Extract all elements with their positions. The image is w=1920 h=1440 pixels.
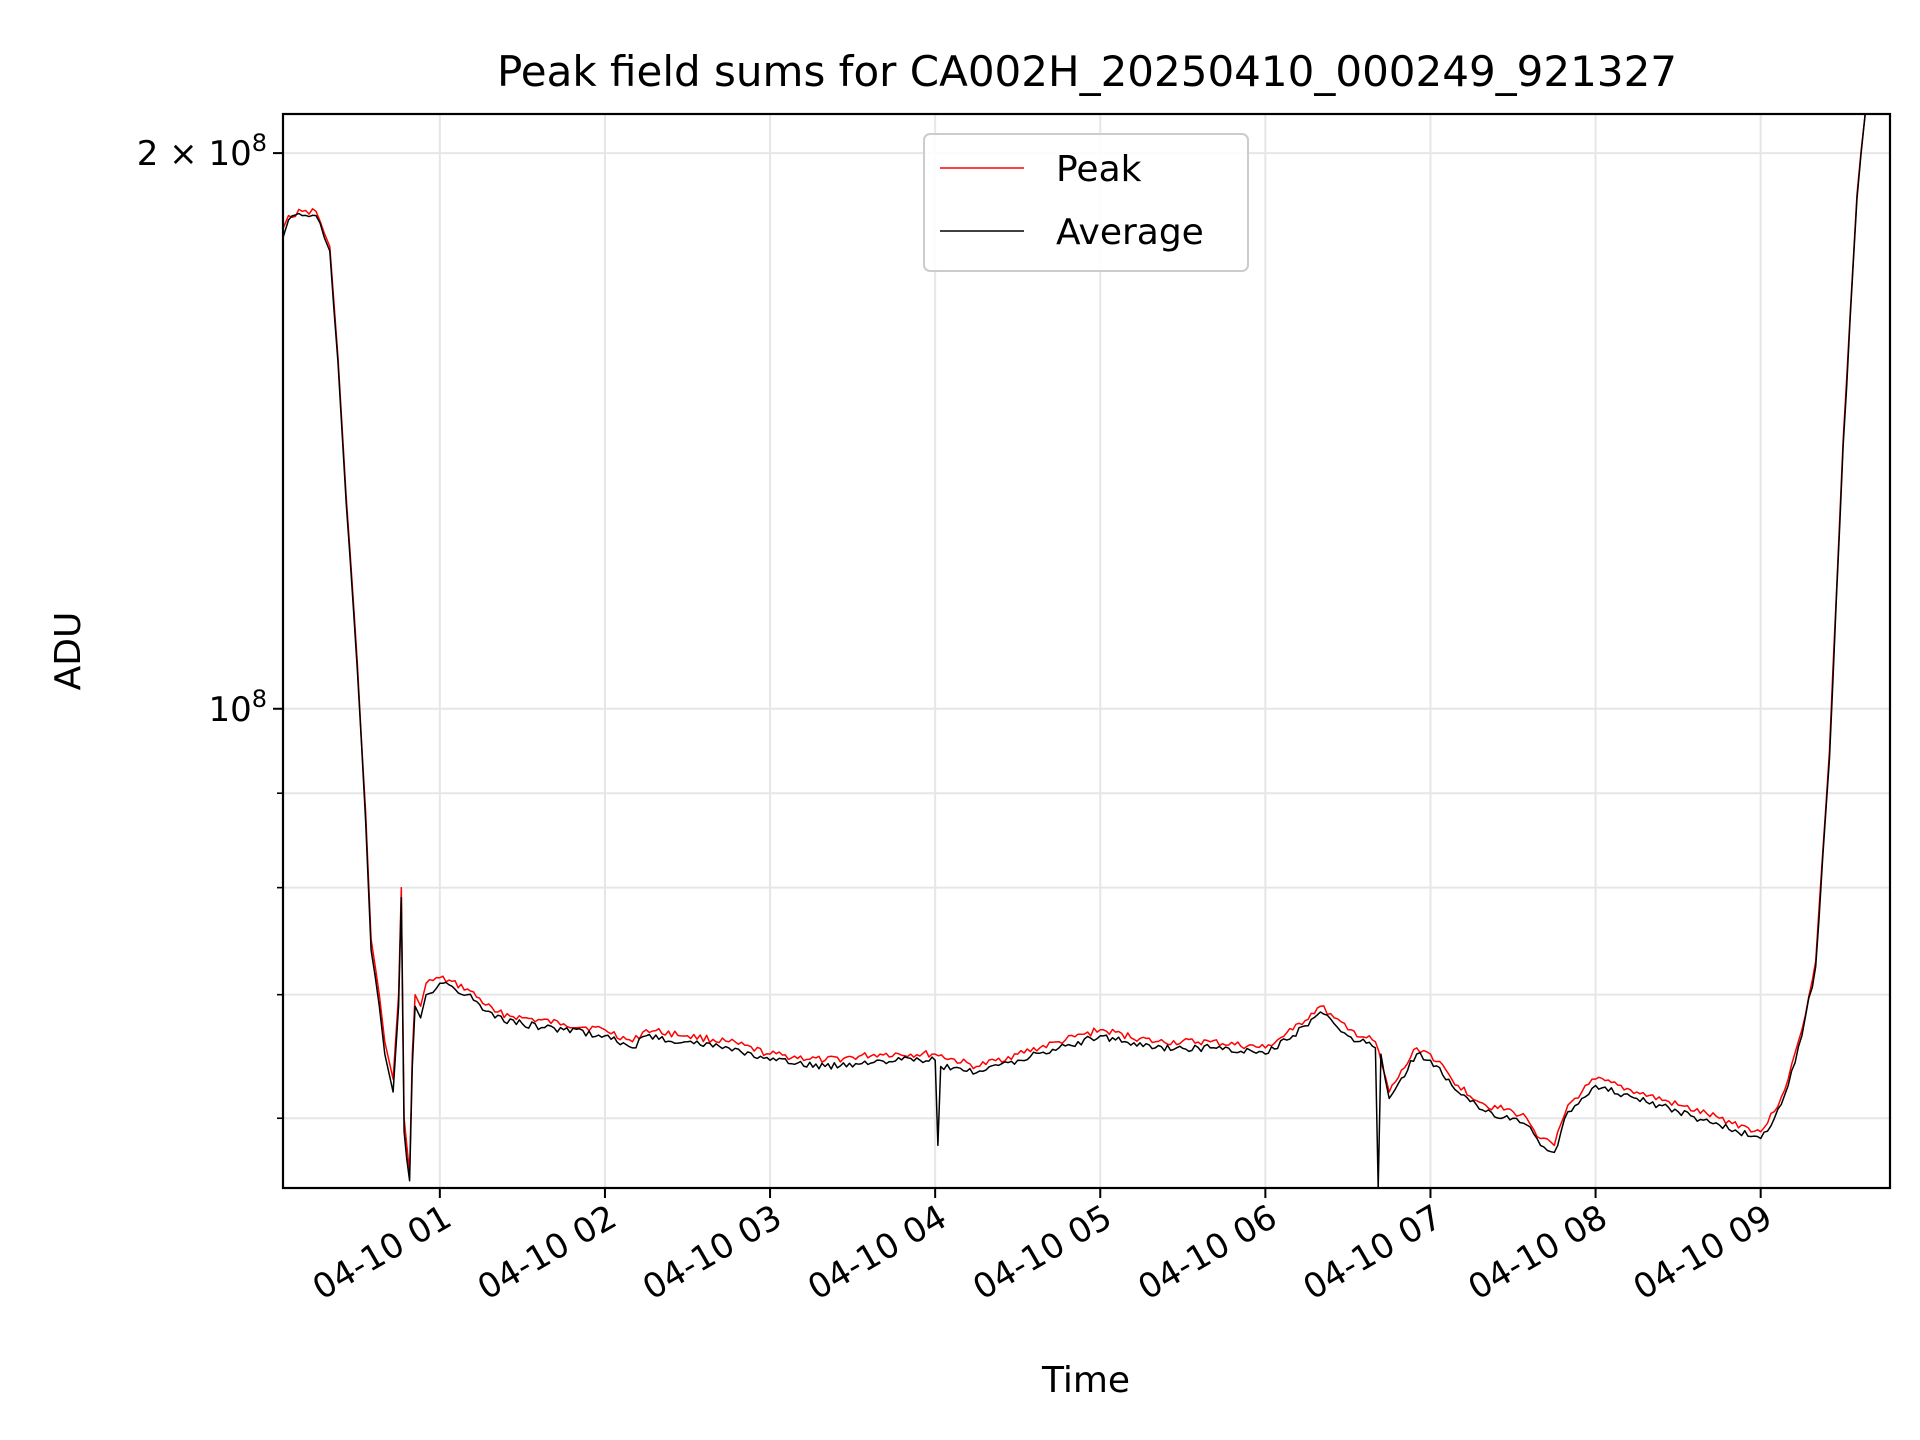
y-tick-label: 108 [208,685,267,730]
y-tick-label: 2 × 108 [137,129,267,174]
series-line-average [282,113,1866,1189]
legend: Peak Average [923,133,1249,272]
y-axis-label: ADU [48,612,89,691]
legend-label-peak: Peak [1056,149,1142,190]
series-layer [282,113,1866,1189]
legend-label-average: Average [1056,212,1204,253]
series-line-peak [282,113,1866,1175]
chart-title: Peak field sums for CA002H_20250410_0002… [497,47,1677,96]
plot-area-frame [281,112,1892,1190]
y-axis-ticks: 108 2 × 108 [137,129,283,1120]
x-axis-label: Time [1041,1360,1130,1401]
